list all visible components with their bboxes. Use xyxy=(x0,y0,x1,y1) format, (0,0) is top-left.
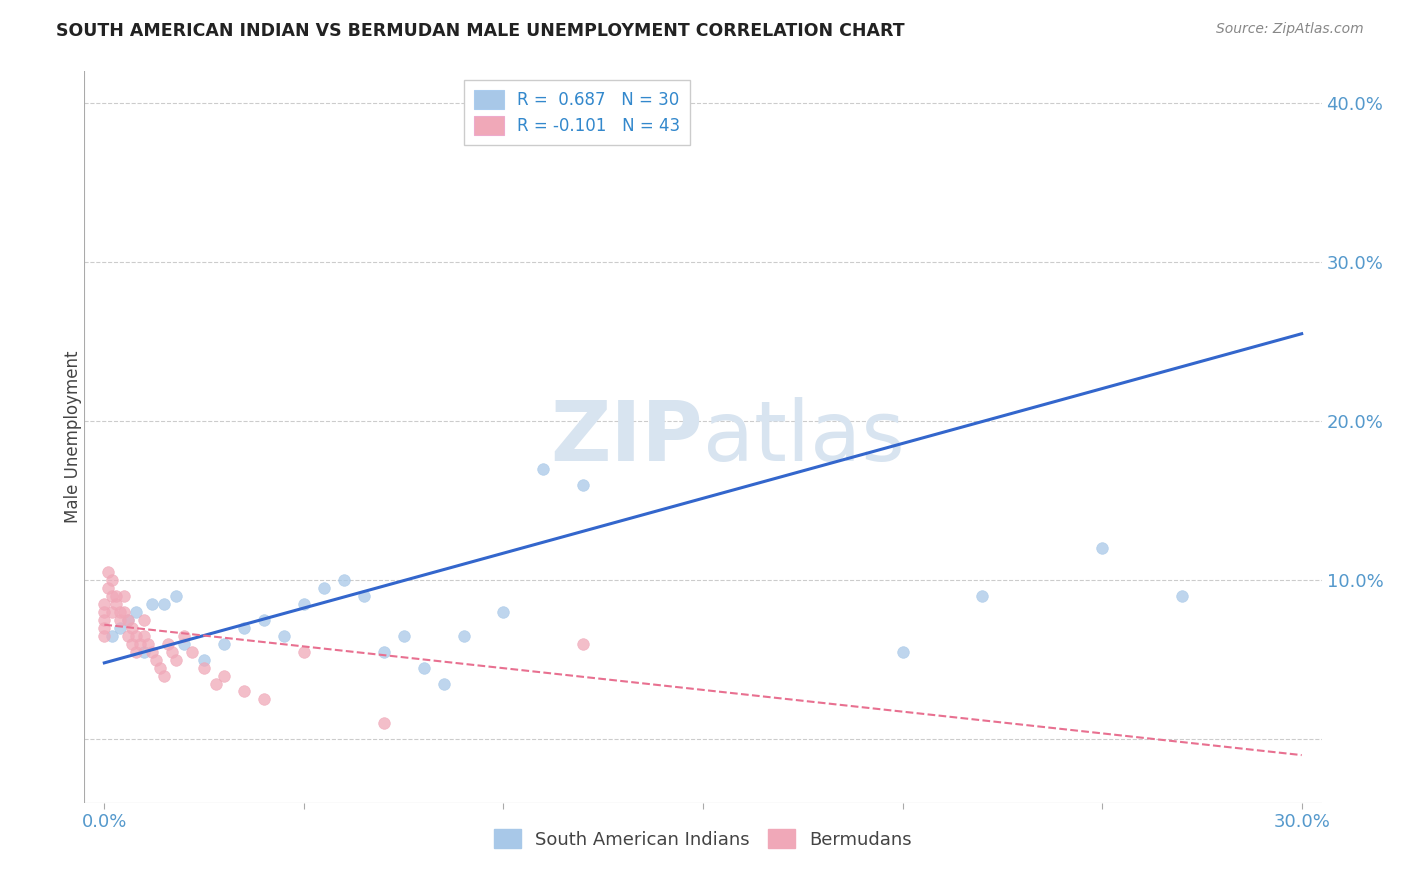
Point xyxy=(233,684,256,698)
Point xyxy=(373,716,395,731)
Point xyxy=(141,645,163,659)
Point xyxy=(145,653,167,667)
Point xyxy=(121,637,143,651)
Point xyxy=(149,660,172,674)
Point xyxy=(101,605,124,619)
Point xyxy=(1171,589,1194,603)
Point xyxy=(93,629,115,643)
Point xyxy=(212,668,235,682)
Point xyxy=(110,621,132,635)
Text: ZIP: ZIP xyxy=(551,397,703,477)
Point xyxy=(205,676,228,690)
Point xyxy=(972,589,994,603)
Point xyxy=(165,653,187,667)
Point xyxy=(117,613,139,627)
Point xyxy=(412,660,434,674)
Point xyxy=(312,581,335,595)
Point xyxy=(531,462,554,476)
Point xyxy=(373,645,395,659)
Point xyxy=(153,668,176,682)
Point xyxy=(129,637,152,651)
Point xyxy=(97,566,120,580)
Point xyxy=(253,613,276,627)
Point xyxy=(233,621,256,635)
Point xyxy=(193,653,215,667)
Point xyxy=(212,637,235,651)
Point xyxy=(253,692,276,706)
Point xyxy=(112,605,135,619)
Text: Source: ZipAtlas.com: Source: ZipAtlas.com xyxy=(1216,22,1364,37)
Point xyxy=(101,629,124,643)
Point xyxy=(333,573,356,587)
Point xyxy=(292,645,315,659)
Point xyxy=(392,629,415,643)
Point xyxy=(101,573,124,587)
Point xyxy=(572,477,595,491)
Point xyxy=(292,597,315,611)
Text: atlas: atlas xyxy=(703,397,904,477)
Point xyxy=(125,645,148,659)
Y-axis label: Male Unemployment: Male Unemployment xyxy=(65,351,82,524)
Point xyxy=(193,660,215,674)
Point xyxy=(432,676,454,690)
Point xyxy=(173,629,195,643)
Point xyxy=(157,637,180,651)
Point xyxy=(181,645,204,659)
Point xyxy=(117,629,139,643)
Point xyxy=(110,605,132,619)
Point xyxy=(93,597,115,611)
Point xyxy=(153,597,176,611)
Point xyxy=(453,629,475,643)
Point xyxy=(160,645,183,659)
Point xyxy=(97,581,120,595)
Point xyxy=(136,637,159,651)
Point xyxy=(93,605,115,619)
Point xyxy=(93,621,115,635)
Point xyxy=(273,629,295,643)
Legend: South American Indians, Bermudans: South American Indians, Bermudans xyxy=(484,819,922,860)
Point xyxy=(134,645,156,659)
Point xyxy=(125,605,148,619)
Point xyxy=(125,629,148,643)
Point xyxy=(173,637,195,651)
Point xyxy=(134,629,156,643)
Point xyxy=(134,613,156,627)
Point xyxy=(117,613,139,627)
Point xyxy=(572,637,595,651)
Point xyxy=(1091,541,1114,556)
Text: SOUTH AMERICAN INDIAN VS BERMUDAN MALE UNEMPLOYMENT CORRELATION CHART: SOUTH AMERICAN INDIAN VS BERMUDAN MALE U… xyxy=(56,22,905,40)
Point xyxy=(101,589,124,603)
Point xyxy=(105,597,128,611)
Point xyxy=(112,589,135,603)
Point xyxy=(165,589,187,603)
Point xyxy=(105,589,128,603)
Point xyxy=(110,613,132,627)
Point xyxy=(353,589,375,603)
Point xyxy=(492,605,515,619)
Point xyxy=(121,621,143,635)
Point xyxy=(93,613,115,627)
Point xyxy=(141,597,163,611)
Point xyxy=(891,645,914,659)
